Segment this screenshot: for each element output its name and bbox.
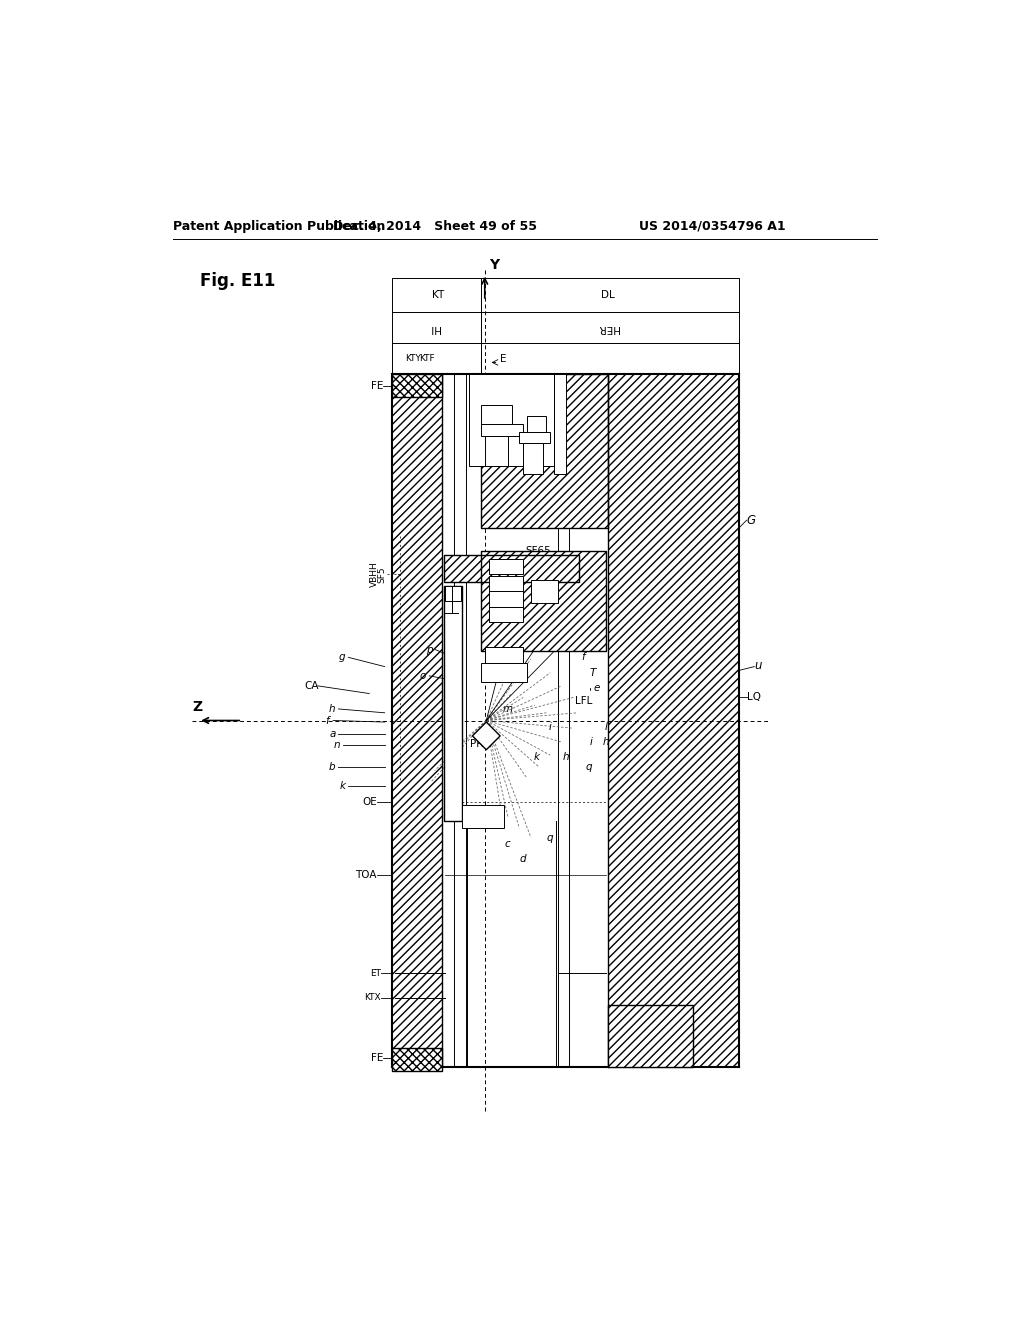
- Bar: [519, 432, 550, 444]
- Text: f: f: [325, 715, 329, 726]
- Text: e: e: [593, 684, 600, 693]
- Bar: [444, 554, 579, 582]
- Bar: [481, 277, 739, 313]
- Text: p: p: [426, 644, 432, 655]
- Bar: [481, 374, 608, 528]
- Text: q: q: [547, 833, 554, 842]
- Bar: [488, 607, 523, 622]
- Bar: [481, 552, 606, 651]
- Polygon shape: [472, 722, 500, 750]
- Bar: [392, 343, 481, 374]
- Text: l: l: [605, 722, 608, 731]
- Bar: [392, 374, 442, 397]
- Bar: [527, 416, 547, 432]
- Text: c: c: [505, 838, 511, 849]
- Text: q: q: [586, 762, 592, 772]
- Bar: [444, 586, 462, 821]
- Bar: [488, 591, 523, 607]
- Text: ET: ET: [370, 969, 381, 978]
- Bar: [444, 554, 579, 582]
- Text: BLH: BLH: [567, 614, 588, 624]
- Text: CA: CA: [304, 681, 318, 690]
- Text: T: T: [590, 668, 596, 677]
- Text: SF65: SF65: [525, 546, 552, 556]
- Text: HER: HER: [597, 323, 618, 333]
- Text: b: b: [329, 762, 336, 772]
- Text: DL: DL: [601, 289, 614, 300]
- Bar: [392, 374, 442, 1067]
- Text: h: h: [603, 737, 609, 747]
- Text: h: h: [562, 752, 569, 763]
- Text: D5: D5: [486, 622, 502, 631]
- Text: G: G: [746, 513, 756, 527]
- Text: BH: BH: [456, 808, 471, 818]
- Bar: [608, 1006, 692, 1067]
- Text: LFL: LFL: [574, 696, 592, 706]
- Text: PR: PR: [470, 739, 483, 748]
- Bar: [392, 1048, 442, 1071]
- Text: g: g: [339, 652, 346, 663]
- Text: u: u: [755, 659, 762, 672]
- Bar: [488, 558, 523, 574]
- Bar: [462, 805, 504, 829]
- Bar: [469, 374, 554, 466]
- Text: Dec. 4, 2014   Sheet 49 of 55: Dec. 4, 2014 Sheet 49 of 55: [333, 219, 537, 232]
- Text: h: h: [329, 704, 336, 714]
- Text: f: f: [582, 652, 585, 663]
- Bar: [392, 277, 481, 313]
- Text: d: d: [520, 854, 526, 865]
- Text: FE: FE: [371, 381, 383, 391]
- Bar: [481, 552, 606, 651]
- Bar: [608, 1006, 692, 1067]
- Bar: [481, 313, 739, 343]
- Bar: [531, 581, 558, 603]
- Bar: [481, 663, 527, 682]
- Text: a: a: [329, 730, 336, 739]
- Text: OE: OE: [362, 797, 377, 807]
- Bar: [392, 313, 481, 343]
- Text: KTX: KTX: [365, 993, 381, 1002]
- Bar: [484, 436, 508, 466]
- Bar: [484, 647, 523, 663]
- Text: VBHH: VBHH: [370, 561, 379, 587]
- Text: FE: FE: [371, 1053, 383, 1063]
- Bar: [442, 374, 608, 1067]
- Bar: [554, 374, 565, 474]
- Bar: [488, 576, 523, 591]
- Text: VBH: VBH: [578, 631, 600, 640]
- Text: k: k: [535, 752, 540, 763]
- Bar: [481, 343, 739, 374]
- Text: TOA: TOA: [355, 870, 377, 879]
- Text: HI: HI: [429, 323, 440, 333]
- Text: i: i: [549, 722, 552, 731]
- Text: KTY: KTY: [404, 354, 421, 363]
- Text: HEH: HEH: [481, 598, 504, 609]
- Text: Y: Y: [488, 257, 499, 272]
- Bar: [481, 374, 608, 528]
- Text: SF5: SF5: [377, 566, 386, 582]
- Text: US 2014/0354796 A1: US 2014/0354796 A1: [639, 219, 785, 232]
- Text: m: m: [503, 704, 513, 714]
- Bar: [523, 444, 543, 474]
- Bar: [392, 374, 442, 397]
- Text: LQ: LQ: [746, 693, 761, 702]
- Bar: [392, 1048, 442, 1071]
- Text: o: o: [420, 671, 426, 681]
- Text: k: k: [339, 781, 345, 791]
- Text: n: n: [334, 741, 340, 750]
- Bar: [608, 374, 739, 1067]
- Text: E: E: [500, 354, 507, 363]
- Text: KT: KT: [432, 289, 444, 300]
- Text: i: i: [590, 737, 593, 747]
- Text: KTF: KTF: [419, 354, 435, 363]
- Text: Z: Z: [193, 701, 203, 714]
- Text: DAH: DAH: [554, 597, 577, 606]
- Text: Fig. E11: Fig. E11: [200, 272, 275, 290]
- Bar: [445, 586, 461, 601]
- Bar: [481, 405, 512, 424]
- Text: Patent Application Publication: Patent Application Publication: [173, 219, 385, 232]
- Bar: [481, 424, 523, 436]
